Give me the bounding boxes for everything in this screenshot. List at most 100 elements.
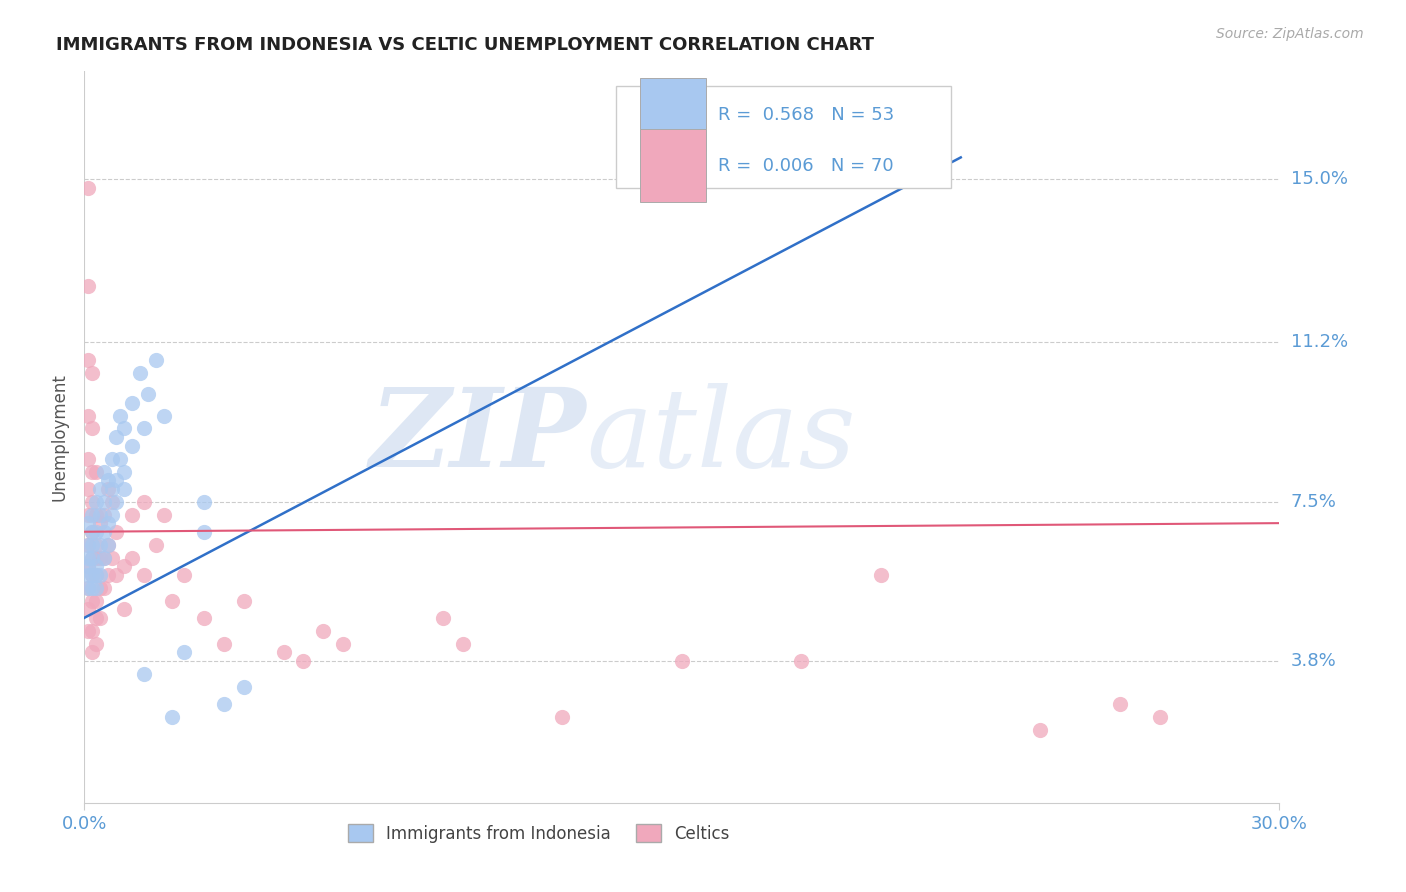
Point [136,387,159,401]
Point [121,395,143,409]
Point [77,581,100,595]
Point [145,352,167,367]
Point [82,421,104,435]
Point [332,637,354,651]
Point [82,550,104,565]
Point [101,482,124,496]
Point [77,409,100,423]
Text: R =  0.006   N = 70: R = 0.006 N = 70 [718,157,893,175]
Point [232,593,254,607]
Point [89,516,111,530]
Point [105,524,128,539]
Point [82,538,104,552]
Point [212,637,235,651]
Point [77,516,100,530]
Point [77,538,100,552]
Point [77,602,100,616]
Point [153,508,176,522]
Point [93,524,115,539]
Point [77,508,100,522]
Point [86,559,108,574]
Point [89,567,111,582]
Point [77,538,100,552]
Point [105,567,128,582]
Point [82,508,104,522]
Point [451,637,474,651]
Point [82,567,104,582]
Point [77,559,100,574]
Point [193,611,215,625]
Point [145,538,167,552]
Point [160,593,183,607]
Point [870,567,893,582]
Point [1029,723,1052,737]
Text: Source: ZipAtlas.com: Source: ZipAtlas.com [1216,27,1364,41]
Point [121,550,143,565]
Point [89,538,111,552]
Text: 15.0%: 15.0% [1291,169,1347,188]
Point [105,430,128,444]
Point [82,593,104,607]
Point [77,451,100,466]
Text: R =  0.568   N = 53: R = 0.568 N = 53 [718,105,894,124]
Point [112,559,135,574]
Point [671,654,693,668]
Point [129,366,152,380]
Point [82,550,104,565]
Text: 11.2%: 11.2% [1291,334,1348,351]
Text: atlas: atlas [586,384,856,491]
Point [82,567,104,582]
Point [86,508,108,522]
Point [105,494,128,508]
Text: 3.8%: 3.8% [1291,652,1336,670]
Point [89,508,111,522]
Point [89,550,111,565]
Point [110,451,132,466]
Point [77,180,100,194]
Point [89,581,111,595]
Point [86,611,108,625]
Point [82,581,104,595]
Point [82,524,104,539]
Point [93,508,115,522]
Point [312,624,335,638]
Point [1109,697,1132,711]
Point [77,279,100,293]
Point [193,524,215,539]
Point [232,680,254,694]
Point [77,482,100,496]
Point [97,473,120,487]
Point [110,409,132,423]
Point [97,538,120,552]
Point [97,567,120,582]
Point [105,473,128,487]
Point [82,524,104,539]
FancyBboxPatch shape [640,129,706,202]
Point [82,494,104,508]
Point [86,637,108,651]
Point [193,494,215,508]
Point [86,524,108,539]
Point [1149,710,1171,724]
Point [86,494,108,508]
Point [93,550,115,565]
Point [86,538,108,552]
Point [89,482,111,496]
FancyBboxPatch shape [616,86,950,188]
Point [173,645,195,659]
Point [292,654,315,668]
Point [112,482,135,496]
Point [121,508,143,522]
Point [160,710,183,724]
Point [551,710,574,724]
Legend: Immigrants from Indonesia, Celtics: Immigrants from Indonesia, Celtics [340,818,737,849]
Text: 7.5%: 7.5% [1291,492,1337,510]
Point [790,654,813,668]
Point [77,624,100,638]
Text: ZIP: ZIP [370,384,586,491]
Point [93,494,115,508]
Point [173,567,195,582]
Point [86,567,108,582]
Point [97,538,120,552]
Point [432,611,454,625]
